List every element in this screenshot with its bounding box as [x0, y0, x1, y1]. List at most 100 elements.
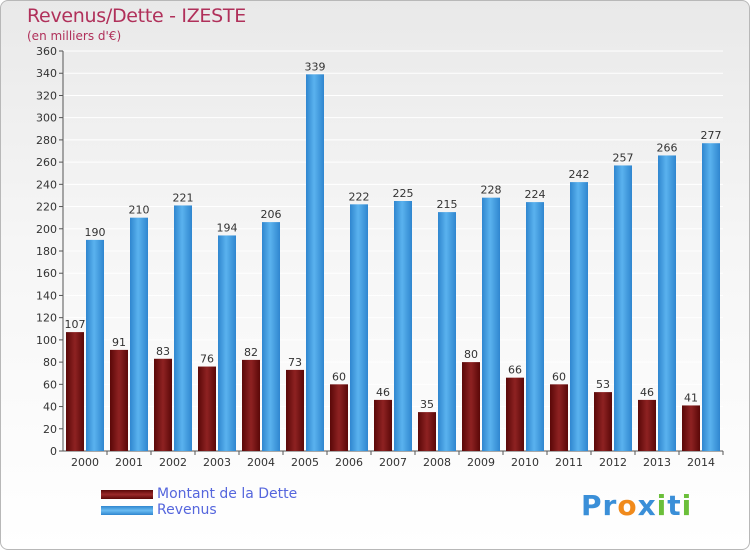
- y-tick-label: 180: [36, 245, 57, 258]
- bar-dette: [66, 332, 84, 451]
- bar-dette: [462, 362, 480, 451]
- y-tick-label: 340: [36, 67, 57, 80]
- legend-swatch-dette: [101, 490, 153, 499]
- x-tick-label: 2006: [335, 456, 363, 469]
- bar-revenus: [614, 165, 632, 451]
- y-tick-label: 240: [36, 178, 57, 191]
- y-tick-label: 300: [36, 112, 57, 125]
- data-label-revenus: 225: [393, 187, 414, 200]
- y-tick-label: 260: [36, 156, 57, 169]
- bar-dette: [506, 377, 524, 451]
- data-label-revenus: 339: [305, 60, 326, 73]
- y-tick-label: 220: [36, 201, 57, 214]
- x-tick-label: 2014: [687, 456, 715, 469]
- data-label-revenus: 221: [173, 191, 194, 204]
- x-tick-label: 2013: [643, 456, 671, 469]
- bar-dette: [110, 349, 128, 451]
- data-label-revenus: 257: [613, 151, 634, 164]
- data-label-dette: 60: [552, 370, 566, 383]
- y-tick-label: 320: [36, 89, 57, 102]
- data-label-dette: 91: [112, 336, 126, 349]
- y-tick-label: 100: [36, 334, 57, 347]
- bar-revenus: [394, 201, 412, 451]
- bar-revenus: [218, 235, 236, 451]
- bar-revenus: [658, 155, 676, 451]
- bar-dette: [198, 366, 216, 451]
- data-label-revenus: 277: [701, 129, 722, 142]
- bar-revenus: [262, 222, 280, 451]
- bar-revenus: [130, 217, 148, 451]
- data-label-dette: 60: [332, 370, 346, 383]
- legend-label-revenus: Revenus: [157, 502, 217, 518]
- logo-letter: P: [581, 489, 603, 522]
- bar-dette: [682, 405, 700, 451]
- bar-revenus: [702, 143, 720, 451]
- y-tick-label: 160: [36, 267, 57, 280]
- bar-revenus: [174, 205, 192, 451]
- data-label-revenus: 242: [569, 168, 590, 181]
- data-label-dette: 46: [640, 386, 654, 399]
- x-tick-label: 2002: [159, 456, 187, 469]
- data-label-revenus: 215: [437, 198, 458, 211]
- logo-letter: t: [667, 489, 682, 522]
- x-tick-label: 2011: [555, 456, 583, 469]
- bar-revenus: [526, 202, 544, 451]
- bar-dette: [550, 384, 568, 451]
- y-tick-label: 60: [43, 378, 57, 391]
- x-tick-label: 2001: [115, 456, 143, 469]
- y-tick-label: 80: [43, 356, 57, 369]
- logo-letter: i: [656, 489, 668, 522]
- y-tick-label: 200: [36, 223, 57, 236]
- data-label-dette: 80: [464, 348, 478, 361]
- bar-dette: [330, 384, 348, 451]
- x-tick-label: 2012: [599, 456, 627, 469]
- logo-letter: i: [681, 489, 693, 522]
- bar-dette: [154, 358, 172, 451]
- data-label-dette: 73: [288, 356, 302, 369]
- bar-dette: [594, 392, 612, 451]
- bar-revenus: [570, 182, 588, 451]
- logo-letter: o: [617, 489, 638, 522]
- data-label-revenus: 190: [85, 226, 106, 239]
- x-tick-label: 2007: [379, 456, 407, 469]
- data-label-revenus: 206: [261, 208, 282, 221]
- legend-swatch-revenus: [101, 506, 153, 515]
- x-tick-label: 2000: [71, 456, 99, 469]
- data-label-dette: 66: [508, 364, 522, 377]
- x-tick-label: 2008: [423, 456, 451, 469]
- chart-subtitle: (en milliers d'€): [27, 29, 122, 43]
- data-label-dette: 107: [65, 318, 86, 331]
- data-label-revenus: 194: [217, 221, 238, 234]
- data-label-dette: 76: [200, 353, 214, 366]
- bar-dette: [242, 359, 260, 451]
- y-tick-label: 280: [36, 134, 57, 147]
- x-tick-label: 2009: [467, 456, 495, 469]
- data-label-dette: 46: [376, 386, 390, 399]
- data-label-dette: 83: [156, 345, 170, 358]
- y-tick-label: 0: [50, 445, 57, 458]
- proxiti-logo: Proxiti: [581, 489, 692, 522]
- x-tick-label: 2005: [291, 456, 319, 469]
- data-label-revenus: 266: [657, 141, 678, 154]
- bar-dette: [286, 369, 304, 451]
- chart-title: Revenus/Dette - IZESTE: [27, 5, 246, 27]
- legend-label-dette: Montant de la Dette: [157, 486, 298, 502]
- bar-revenus: [438, 212, 456, 451]
- data-label-revenus: 210: [129, 204, 150, 217]
- bar-revenus: [306, 74, 324, 451]
- x-tick-label: 2003: [203, 456, 231, 469]
- data-label-dette: 82: [244, 346, 258, 359]
- bar-dette: [374, 399, 392, 451]
- data-label-revenus: 224: [525, 188, 546, 201]
- y-tick-label: 360: [36, 45, 57, 58]
- data-label-dette: 35: [420, 398, 434, 411]
- bar-dette: [638, 399, 656, 451]
- y-tick-label: 40: [43, 401, 57, 414]
- bar-dette: [418, 412, 436, 451]
- data-label-revenus: 228: [481, 184, 502, 197]
- data-label-revenus: 222: [349, 190, 370, 203]
- bar-revenus: [86, 239, 104, 451]
- x-tick-label: 2004: [247, 456, 275, 469]
